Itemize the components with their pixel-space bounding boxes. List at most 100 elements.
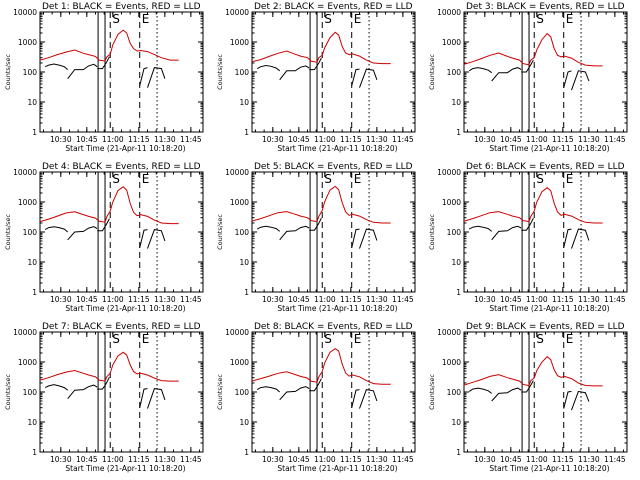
chart-3-xtick-label: 11:15: [552, 135, 574, 144]
chart-9-ytick-label: 10000: [437, 328, 461, 337]
chart-7-marker-label: S: [112, 332, 120, 346]
chart-6-marker-label: E: [566, 172, 574, 186]
chart-7-series-lld-line: [40, 351, 179, 382]
chart-6-xtick-label: 10:30: [474, 295, 496, 304]
chart-2-axes-frame: [251, 11, 416, 133]
chart-9-xtick-label: 11:15: [552, 455, 574, 464]
chart-2-ylabel: Counts/sec: [216, 54, 224, 90]
chart-3-series-events-line: [571, 70, 590, 91]
chart-6-ytick-label: 100: [447, 228, 462, 237]
chart-7-ytick-label: 1: [32, 448, 37, 457]
chart-1-axes-frame: [39, 11, 204, 133]
chart-8-ylabel: Counts/sec: [216, 374, 224, 410]
chart-3-series-events-line: [521, 59, 534, 73]
chart-8-marker-label: S: [324, 332, 332, 346]
chart-6-ytick-label: 10000: [437, 168, 461, 177]
chart-6-xlabel: Start Time (21-Apr-11 10:18:20): [489, 304, 609, 313]
chart-9-axes-frame: [463, 331, 628, 453]
chart-4-series-events-line: [67, 226, 98, 241]
chart-2-series-events-line: [351, 68, 360, 86]
chart-2-series-events-line: [256, 64, 281, 72]
chart-4-ytick-label: 100: [23, 228, 38, 237]
chart-7-data-area: [40, 351, 179, 409]
chart-9-marker-label: S: [536, 332, 544, 346]
chart-6-ylabel: Counts/sec: [428, 214, 436, 250]
chart-2-series-events-line: [309, 57, 322, 71]
chart-7-marker-label: E: [142, 332, 150, 346]
chart-3-marker-label: E: [566, 12, 574, 26]
chart-1-panel: Det 1: BLACK = Events, RED = LLD 1 10 100 10…: [4, 2, 204, 153]
chart-2-series-lld-line: [252, 31, 391, 65]
chart-6-xtick-label: 11:30: [578, 295, 600, 304]
chart-7-xlabel: Start Time (21-Apr-11 10:18:20): [65, 464, 185, 473]
chart-3-series-events-line: [563, 70, 572, 88]
chart-6-ytick-label: 10: [451, 258, 461, 267]
chart-3-axes-frame: [463, 11, 628, 133]
chart-3-xtick-label: 11:45: [604, 135, 626, 144]
chart-3-ytick-label: 10: [451, 98, 461, 107]
chart-5-xtick-label: 11:45: [392, 295, 414, 304]
chart-5-series-events-line: [256, 225, 281, 232]
chart-5-panel: Det 5: BLACK = Events, RED = LLD 1 10 100 10…: [216, 162, 416, 313]
chart-2-ytick-label: 1000: [230, 38, 249, 47]
chart-7-series-events-line: [97, 377, 110, 390]
chart-2-series-events-line: [279, 65, 310, 81]
chart-9-series-events-line: [521, 380, 534, 393]
chart-1-ytick-label: 10000: [13, 8, 37, 17]
chart-9-series-events-line: [491, 387, 522, 402]
chart-5-series-events-line: [359, 228, 378, 249]
chart-5-axes-frame: [251, 171, 416, 293]
chart-1-xtick-label: 11:15: [128, 135, 150, 144]
chart-6-data-area: [464, 187, 603, 249]
chart-9-xlabel: Start Time (21-Apr-11 10:18:20): [489, 464, 609, 473]
chart-5-ylabel: Counts/sec: [216, 214, 224, 250]
chart-4-series-events-line: [44, 226, 69, 233]
chart-5-xtick-label: 11:30: [366, 295, 388, 304]
chart-3-xtick-label: 11:30: [578, 135, 600, 144]
chart-5-xtick-label: 11:00: [314, 295, 336, 304]
chart-7-panel: Det 7: BLACK = Events, RED = LLD 1 10 100 10…: [4, 322, 204, 473]
chart-2-xtick-label: 10:30: [262, 135, 284, 144]
chart-4-data-area: [40, 186, 179, 249]
chart-5-ytick-label: 1: [244, 288, 249, 297]
chart-4-xlabel: Start Time (21-Apr-11 10:18:20): [65, 304, 185, 313]
chart-8-series-lld-line: [252, 347, 391, 385]
chart-6-series-events-line: [491, 225, 522, 241]
chart-3-series-lld-line: [464, 32, 603, 67]
chart-8-xtick-label: 11:15: [340, 455, 362, 464]
chart-1-xtick-label: 11:30: [154, 135, 176, 144]
chart-7-ylabel: Counts/sec: [4, 374, 12, 410]
chart-3-xtick-label: 11:00: [526, 135, 548, 144]
chart-2-ytick-label: 100: [235, 68, 250, 77]
chart-9-ytick-label: 10: [451, 418, 461, 427]
chart-1-ytick-label: 1000: [18, 38, 37, 47]
chart-4-xtick-label: 11:00: [102, 295, 124, 304]
chart-2-xtick-label: 11:30: [366, 135, 388, 144]
chart-2-ytick-label: 10000: [225, 8, 249, 17]
chart-8-xtick-label: 11:45: [392, 455, 414, 464]
chart-2-series-events-line: [359, 68, 378, 88]
chart-3-marker-label: S: [536, 12, 544, 26]
chart-2-data-area: [252, 31, 391, 88]
chart-2-marker-label: S: [324, 12, 332, 26]
chart-1-ylabel: Counts/sec: [4, 54, 12, 90]
chart-3-data-area: [464, 32, 603, 91]
chart-6-axes-frame: [463, 171, 628, 293]
chart-5-ytick-label: 10: [239, 258, 249, 267]
chart-4-marker-label: S: [112, 172, 120, 186]
chart-4-title: Det 4: BLACK = Events, RED = LLD: [42, 162, 201, 172]
chart-5-xlabel: Start Time (21-Apr-11 10:18:20): [277, 304, 397, 313]
chart-1-series-events-line: [67, 63, 98, 80]
chart-5-xtick-label: 11:15: [340, 295, 362, 304]
chart-5-marker-label: S: [324, 172, 332, 186]
chart-1-xtick-label: 11:00: [102, 135, 124, 144]
chart-4-ytick-label: 1: [32, 288, 37, 297]
chart-3-xtick-label: 10:30: [474, 135, 496, 144]
chart-8-series-events-line: [279, 386, 310, 401]
chart-6-xtick-label: 11:00: [526, 295, 548, 304]
chart-1-series-events-line: [97, 56, 110, 70]
chart-6-series-events-line: [521, 217, 534, 231]
chart-3-series-events-line: [468, 67, 492, 74]
chart-8-ytick-label: 100: [235, 388, 250, 397]
